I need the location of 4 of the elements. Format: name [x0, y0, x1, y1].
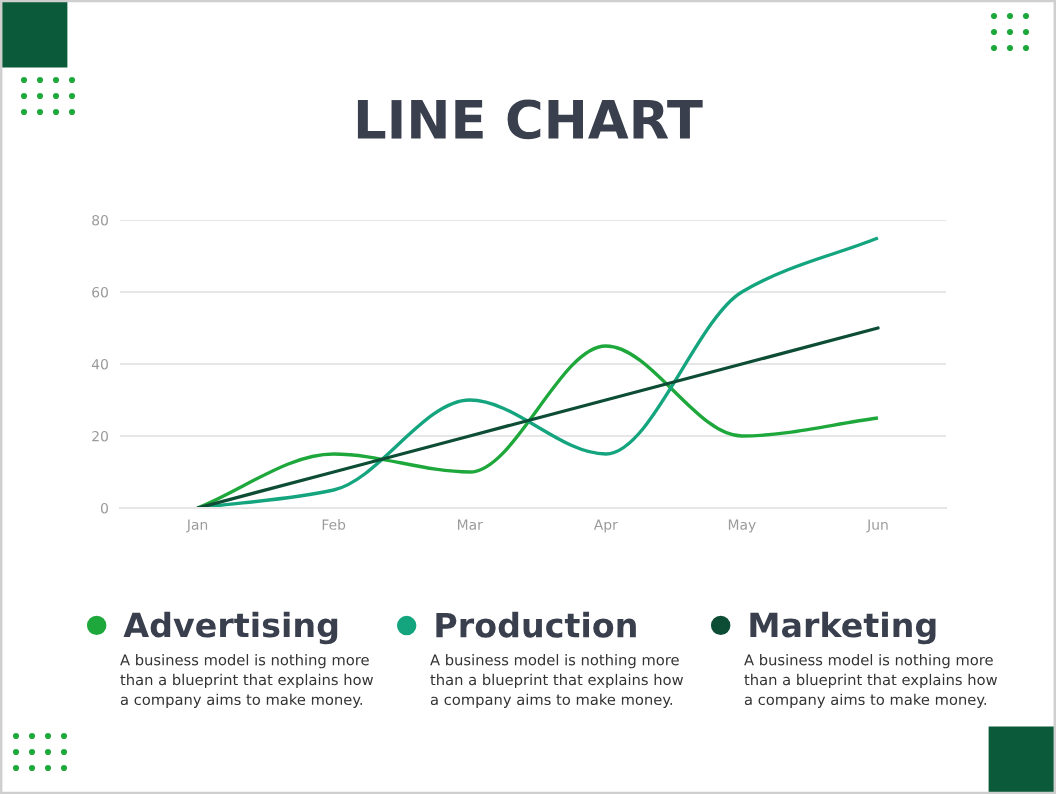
legend-label: Production — [436, 611, 636, 638]
legend-label: Advertising — [123, 611, 338, 645]
chart-title: LINE CHART — [357, 99, 703, 140]
legend-label: Marketing — [750, 611, 936, 645]
